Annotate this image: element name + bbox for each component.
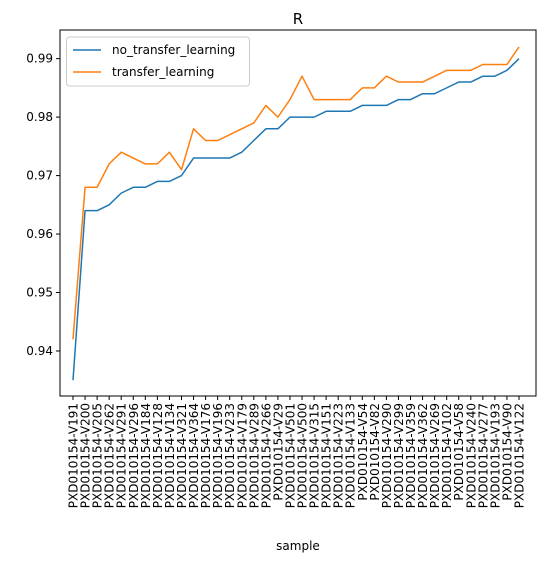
legend-box — [66, 36, 250, 87]
x-tick-label: PXD010154-V364 — [187, 403, 201, 508]
x-tick-label: PXD010154-V176 — [199, 403, 213, 508]
x-tick-label: PXD010154-V58 — [452, 403, 466, 501]
x-tick-label: PXD010154-V90 — [500, 403, 514, 501]
y-tick-label: 0.96 — [26, 227, 53, 241]
x-tick-label: PXD010154-V82 — [368, 403, 382, 501]
chart-title: R — [293, 10, 303, 28]
y-tick-label: 0.95 — [26, 286, 53, 300]
x-tick-label: PXD010154-V128 — [151, 403, 165, 508]
x-tick-label: PXD010154-V240 — [464, 403, 478, 508]
x-tick-label: PXD010154-V205 — [91, 403, 105, 508]
x-tick-label: PXD010154-V134 — [163, 403, 177, 508]
x-tick-label: PXD010154-V29 — [271, 403, 285, 501]
x-tick-label: PXD010154-V266 — [259, 403, 273, 508]
series-line-no_transfer_learning — [72, 58, 520, 381]
x-tick-label: PXD010154-V299 — [392, 403, 406, 508]
x-tick-label: PXD010154-V193 — [488, 403, 502, 508]
x-tick-label: PXD010154-V262 — [103, 403, 117, 508]
x-tick-label: PXD010154-V102 — [440, 403, 454, 508]
plot-frame — [59, 29, 537, 397]
x-tick-label: PXD010154-V359 — [404, 403, 418, 508]
x-tick-label: PXD010154-V501 — [283, 403, 297, 508]
x-tick-label: PXD010154-V151 — [320, 403, 334, 508]
x-axis: PXD010154-V191PXD010154-V200PXD010154-V2… — [67, 396, 527, 508]
y-tick-label: 0.97 — [26, 169, 53, 183]
x-tick-label: PXD010154-V296 — [127, 403, 141, 508]
x-tick-label: PXD010154-V196 — [211, 403, 225, 508]
x-tick-label: PXD010154-V191 — [67, 403, 81, 508]
x-tick-label: PXD010154-V122 — [513, 403, 527, 508]
x-tick-label: PXD010154-V362 — [416, 403, 430, 508]
x-tick-label: PXD010154-V277 — [476, 403, 490, 508]
legend: no_transfer_learning transfer_learning — [66, 36, 250, 87]
series-line-transfer_learning — [72, 46, 520, 340]
x-tick-label: PXD010154-V133 — [344, 403, 358, 508]
x-tick-label: PXD010154-V179 — [235, 403, 249, 508]
x-tick-label: PXD010154-V200 — [79, 403, 93, 508]
x-tick-label: PXD010154-V290 — [380, 403, 394, 508]
x-tick-label: PXD010154-V289 — [247, 403, 261, 508]
legend-label-no_transfer_learning: no_transfer_learning — [112, 43, 235, 57]
x-tick-label: PXD010154-V223 — [332, 403, 346, 508]
x-tick-label: PXD010154-V233 — [223, 403, 237, 508]
legend-label-transfer_learning: transfer_learning — [112, 65, 214, 79]
y-tick-label: 0.98 — [26, 110, 53, 124]
x-tick-label: PXD010154-V54 — [356, 403, 370, 501]
x-tick-label: PXD010154-V315 — [308, 403, 322, 508]
x-tick-label: PXD010154-V184 — [139, 403, 153, 508]
x-tick-label: PXD010154-V321 — [175, 403, 189, 508]
y-tick-label: 0.94 — [26, 344, 53, 358]
series-layer — [72, 46, 520, 381]
x-axis-label: sample — [276, 539, 320, 553]
x-tick-label: PXD010154-V269 — [428, 403, 442, 508]
y-tick-label: 0.99 — [26, 52, 53, 66]
y-axis: 0.94 0.95 0.96 0.97 0.98 0.99 — [26, 52, 60, 358]
x-tick-label: PXD010154-V291 — [115, 403, 129, 508]
x-tick-label: PXD010154-V500 — [296, 403, 310, 508]
